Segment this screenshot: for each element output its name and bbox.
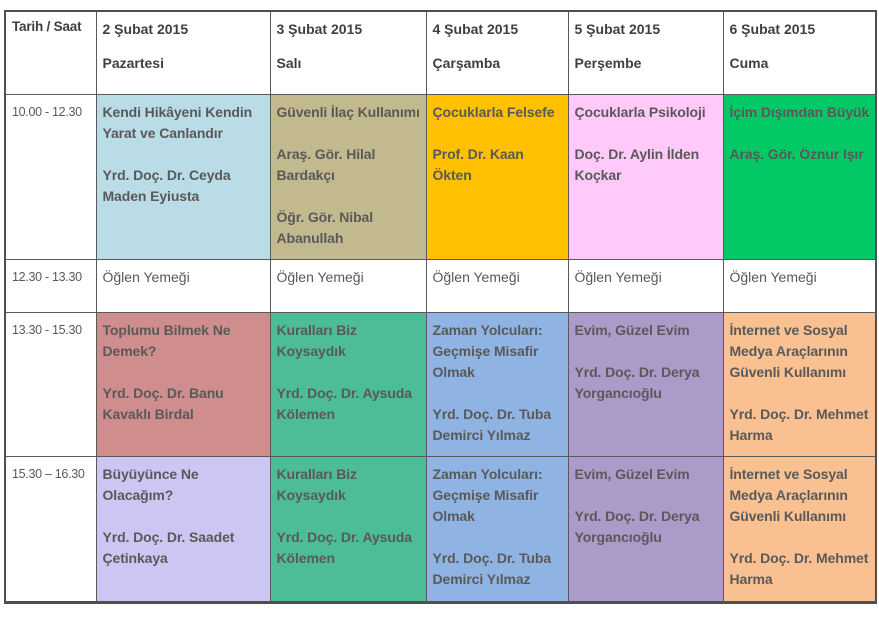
schedule-row-morning: 10.00 - 12.30 Kendi Hikâyeni Kendin Yara… <box>4 93 877 260</box>
lunch-cell: Öğlen Yemeği <box>425 258 569 313</box>
time-slot-cell: 13.30 - 15.30 <box>4 311 97 457</box>
course-text: Çocuklarla Psikoloji Doç. Dr. Aylin İlde… <box>574 103 706 183</box>
day-name: Çarşamba <box>432 55 501 71</box>
lunch-text: Öğlen Yemeği <box>276 268 364 285</box>
time-slot-cell: 10.00 - 12.30 <box>4 93 97 260</box>
course-cell: Çocuklarla Felsefe Prof. Dr. Kaan Ökten <box>425 93 569 260</box>
course-text: Kuralları Biz Koysaydık Yrd. Doç. Dr. Ay… <box>276 465 413 566</box>
course-cell: Zaman Yolcuları: Geçmişe Misafir Olmak Y… <box>425 311 569 457</box>
course-text: Evim, Güzel Evim Yrd. Doç. Dr. Derya Yor… <box>574 321 700 401</box>
course-cell: Çocuklarla Psikoloji Doç. Dr. Aylin İlde… <box>567 93 724 260</box>
day-date: 2 Şubat 2015 <box>102 21 189 37</box>
lunch-cell: Öğlen Yemeği <box>269 258 427 313</box>
course-cell: İnternet ve Sosyal Medya Araçlarının Güv… <box>722 311 877 457</box>
schedule-row-afternoon-2: 15.30 – 16.30 Büyüyünce Ne Olacağım? Yrd… <box>4 455 877 603</box>
lunch-cell: Öğlen Yemeği <box>567 258 724 313</box>
course-text: Büyüyünce Ne Olacağım? Yrd. Doç. Dr. Saa… <box>102 465 235 566</box>
day-header-cuma: 6 Şubat 2015 Cuma <box>722 10 877 95</box>
lunch-cell: Öğlen Yemeği <box>95 258 271 313</box>
course-text: İçim Dışımdan Büyük Araş. Gör. Öznur Işı… <box>729 103 870 162</box>
course-cell: Kuralları Biz Koysaydık Yrd. Doç. Dr. Ay… <box>269 311 427 457</box>
day-name: Perşembe <box>574 55 642 71</box>
day-name: Cuma <box>729 55 769 71</box>
course-text: Kuralları Biz Koysaydık Yrd. Doç. Dr. Ay… <box>276 321 413 422</box>
course-text: Güvenli İlaç Kullanımı Araş. Gör. Hilal … <box>276 103 420 246</box>
lunch-text: Öğlen Yemeği <box>729 268 817 285</box>
schedule-row-lunch: 12.30 - 13.30 Öğlen Yemeği Öğlen Yemeği … <box>4 258 877 313</box>
lunch-text: Öğlen Yemeği <box>574 268 662 285</box>
time-slot-cell: 12.30 - 13.30 <box>4 258 97 313</box>
day-name: Pazartesi <box>102 55 164 71</box>
course-cell: Kuralları Biz Koysaydık Yrd. Doç. Dr. Ay… <box>269 455 427 603</box>
course-text: İnternet ve Sosyal Medya Araçlarının Güv… <box>729 321 869 443</box>
day-date: 4 Şubat 2015 <box>432 21 519 37</box>
course-cell: Büyüyünce Ne Olacağım? Yrd. Doç. Dr. Saa… <box>95 455 271 603</box>
day-date: 6 Şubat 2015 <box>729 21 816 37</box>
course-text: Çocuklarla Felsefe Prof. Dr. Kaan Ökten <box>432 103 555 183</box>
schedule-table: Tarih / Saat 2 Şubat 2015 Pazartesi 3 Şu… <box>4 10 877 604</box>
day-header-sali: 3 Şubat 2015 Salı <box>269 10 427 95</box>
header-row: Tarih / Saat 2 Şubat 2015 Pazartesi 3 Şu… <box>4 10 877 95</box>
course-cell: Kendi Hikâyeni Kendin Yarat ve Canlandır… <box>95 93 271 260</box>
day-header-carsamba: 4 Şubat 2015 Çarşamba <box>425 10 569 95</box>
day-name: Salı <box>276 55 302 71</box>
corner-header: Tarih / Saat <box>4 10 97 95</box>
course-cell: Güvenli İlaç Kullanımı Araş. Gör. Hilal … <box>269 93 427 260</box>
course-text: Zaman Yolcuları: Geçmişe Misafir Olmak Y… <box>432 321 552 443</box>
day-header-persembe: 5 Şubat 2015 Perşembe <box>567 10 724 95</box>
lunch-text: Öğlen Yemeği <box>102 268 190 285</box>
course-cell: Evim, Güzel Evim Yrd. Doç. Dr. Derya Yor… <box>567 455 724 603</box>
course-cell: İçim Dışımdan Büyük Araş. Gör. Öznur Işı… <box>722 93 877 260</box>
schedule-row-afternoon-1: 13.30 - 15.30 Toplumu Bilmek Ne Demek? Y… <box>4 311 877 457</box>
lunch-text: Öğlen Yemeği <box>432 268 520 285</box>
day-date: 5 Şubat 2015 <box>574 21 661 37</box>
course-text: Zaman Yolcuları: Geçmişe Misafir Olmak Y… <box>432 465 552 587</box>
course-cell: Zaman Yolcuları: Geçmişe Misafir Olmak Y… <box>425 455 569 603</box>
time-slot-cell: 15.30 – 16.30 <box>4 455 97 603</box>
course-cell: Toplumu Bilmek Ne Demek? Yrd. Doç. Dr. B… <box>95 311 271 457</box>
lunch-cell: Öğlen Yemeği <box>722 258 877 313</box>
day-date: 3 Şubat 2015 <box>276 21 363 37</box>
course-text: Toplumu Bilmek Ne Demek? Yrd. Doç. Dr. B… <box>102 321 231 422</box>
course-text: Kendi Hikâyeni Kendin Yarat ve Canlandır… <box>102 103 253 204</box>
course-text: İnternet ve Sosyal Medya Araçlarının Güv… <box>729 465 869 587</box>
course-cell: Evim, Güzel Evim Yrd. Doç. Dr. Derya Yor… <box>567 311 724 457</box>
course-cell: İnternet ve Sosyal Medya Araçlarının Güv… <box>722 455 877 603</box>
day-header-pazartesi: 2 Şubat 2015 Pazartesi <box>95 10 271 95</box>
course-text: Evim, Güzel Evim Yrd. Doç. Dr. Derya Yor… <box>574 465 700 545</box>
